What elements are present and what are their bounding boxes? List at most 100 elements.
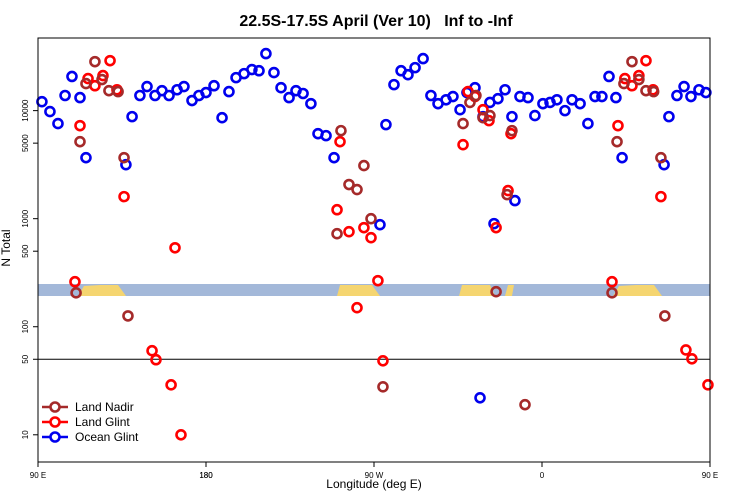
point <box>454 103 466 116</box>
point <box>685 90 697 103</box>
point <box>633 73 645 86</box>
point <box>66 70 78 83</box>
point <box>372 274 384 287</box>
point <box>457 138 469 151</box>
point <box>268 66 280 79</box>
chart-title: 22.5S-17.5S April (Ver 10) Inf to -Inf <box>239 13 513 30</box>
point <box>616 151 628 164</box>
point <box>447 90 459 103</box>
point <box>216 111 228 124</box>
legend-marker <box>49 416 61 428</box>
point <box>175 428 187 441</box>
legend-label: Land Nadir <box>75 400 134 414</box>
point <box>96 73 108 86</box>
x-tick-label: 90 E <box>30 471 46 480</box>
point <box>246 63 258 76</box>
point <box>377 354 389 367</box>
point <box>529 109 541 122</box>
y-tick-label: 5000 <box>21 134 30 152</box>
point <box>120 158 132 171</box>
point <box>680 344 692 356</box>
point <box>365 212 377 225</box>
point <box>283 91 295 104</box>
point <box>606 287 618 299</box>
point <box>70 287 82 299</box>
point <box>464 96 476 109</box>
point <box>36 95 48 108</box>
x-axis-label: Longitude (deg E) <box>326 477 421 491</box>
point <box>165 379 177 391</box>
plot-layer: 90 E 180 90 W 0 90 E180105010050010005000100… <box>21 47 718 480</box>
point <box>351 183 363 196</box>
point <box>490 221 502 234</box>
point <box>74 135 86 148</box>
point <box>477 111 489 124</box>
point <box>331 227 343 240</box>
legend-label: Ocean Glint <box>75 430 139 444</box>
point <box>358 221 370 234</box>
y-tick-label: 10000 <box>21 99 30 122</box>
point <box>69 275 81 288</box>
point <box>104 54 116 67</box>
point <box>559 104 571 117</box>
point <box>633 69 645 82</box>
point <box>490 285 502 298</box>
point <box>351 301 363 314</box>
point <box>305 97 317 110</box>
point <box>44 105 56 118</box>
point <box>506 124 518 137</box>
x-tick-label: 0 <box>540 471 545 480</box>
point <box>678 80 690 93</box>
point <box>402 68 414 81</box>
point <box>537 97 549 110</box>
point <box>335 124 347 137</box>
point <box>334 135 346 148</box>
map-strip <box>38 284 710 296</box>
point <box>380 118 392 131</box>
point <box>474 391 486 404</box>
point <box>328 151 340 164</box>
point <box>331 203 343 216</box>
point <box>169 241 181 254</box>
point <box>606 275 618 288</box>
point <box>519 398 531 411</box>
point <box>178 80 190 93</box>
point <box>702 379 714 391</box>
point <box>320 129 332 142</box>
point <box>118 151 130 164</box>
point <box>596 90 608 103</box>
x-tick-label: 180 <box>199 471 213 480</box>
point <box>417 52 429 65</box>
point <box>409 61 421 74</box>
point <box>297 87 309 100</box>
point <box>52 117 64 130</box>
point <box>253 64 265 77</box>
point <box>626 55 638 68</box>
x-tick-label: 90 W <box>365 471 384 480</box>
y-tick-label: 100 <box>21 320 30 334</box>
point <box>80 151 92 164</box>
point <box>655 190 667 203</box>
point <box>223 85 235 98</box>
point <box>208 79 220 92</box>
legend-label: Land Glint <box>75 415 130 429</box>
point <box>365 231 377 244</box>
point <box>80 77 92 90</box>
point <box>611 135 623 148</box>
point <box>663 110 675 123</box>
point <box>522 91 534 104</box>
point <box>343 225 355 238</box>
point <box>275 81 287 94</box>
point <box>509 194 521 207</box>
point <box>150 353 162 366</box>
point <box>388 78 400 91</box>
point <box>122 310 134 322</box>
point <box>146 344 158 357</box>
point <box>686 352 698 365</box>
point <box>377 381 389 393</box>
point <box>506 110 518 123</box>
point <box>358 159 370 172</box>
y-axis-label: N Total <box>0 229 13 266</box>
legend-marker <box>49 431 61 443</box>
point <box>134 89 146 102</box>
